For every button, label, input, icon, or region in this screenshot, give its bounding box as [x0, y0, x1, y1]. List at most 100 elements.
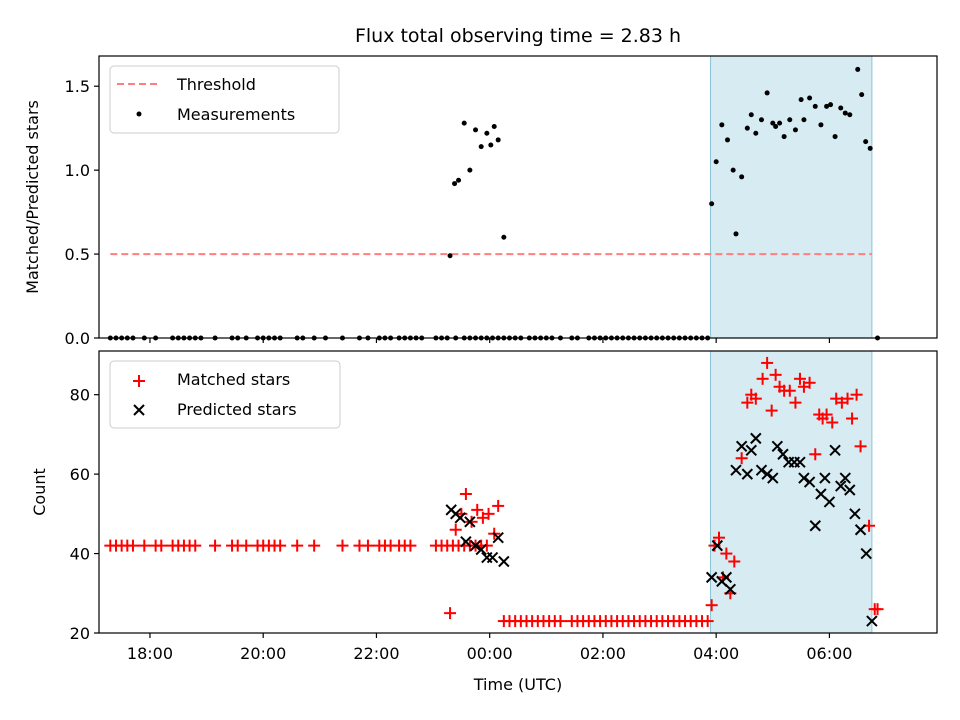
measurement-point — [807, 95, 813, 101]
predicted-star-marker — [724, 583, 737, 596]
measurement-point — [859, 92, 865, 98]
measurement-point — [478, 144, 484, 150]
measurement-point — [713, 159, 719, 165]
measurement-point — [456, 177, 462, 183]
x-tick-label: 06:00 — [806, 644, 852, 663]
bottom-legend-box — [109, 360, 341, 429]
measurement-point — [709, 201, 715, 207]
measurement-point — [828, 102, 834, 108]
measurement-point — [777, 120, 783, 126]
predicted-star-marker — [454, 512, 466, 524]
measurement-point — [501, 234, 507, 240]
measurement-point — [758, 117, 764, 123]
matched-star-marker — [841, 392, 854, 405]
measurement-point — [473, 127, 479, 133]
matched-star-marker — [701, 615, 714, 628]
matched-star-marker — [189, 539, 202, 552]
matched-star-marker — [444, 607, 457, 620]
predicted-star-marker — [860, 547, 872, 560]
predicted-star-marker — [803, 476, 816, 488]
measurement-point — [488, 142, 494, 148]
matched-star-markers — [104, 356, 884, 628]
x-tick-label: 04:00 — [693, 644, 739, 663]
matched-star-marker — [482, 507, 495, 520]
measurement-point — [725, 137, 730, 143]
x-axis-label: Time (UTC) — [473, 675, 562, 694]
predicted-star-marker — [823, 496, 836, 508]
predicted-star-marker — [755, 464, 768, 476]
bottom-y-tick-label: 60 — [70, 465, 90, 484]
matched-star-marker — [761, 356, 774, 369]
predicted-star-marker — [798, 472, 810, 484]
matched-star-marker — [850, 388, 863, 401]
measurement-point — [764, 90, 770, 96]
matched-star-marker — [274, 539, 287, 552]
predicted-star-marker — [767, 472, 779, 484]
measurement-point — [812, 103, 818, 109]
matched-star-marker — [138, 539, 151, 552]
predicted-star-marker — [866, 615, 878, 627]
measurement-point — [484, 130, 490, 136]
matched-star-marker — [793, 372, 806, 385]
bottom-y-tick-label: 40 — [70, 545, 90, 564]
x-tick-label: 02:00 — [580, 644, 626, 663]
matched-star-marker — [336, 539, 349, 552]
measurement-point — [798, 97, 804, 103]
matched-star-marker — [803, 376, 816, 389]
measurement-point — [748, 112, 754, 118]
top-y-tick-label: 0.0 — [65, 329, 90, 348]
measurement-point — [461, 120, 467, 126]
measurement-point — [842, 110, 848, 116]
measurement-point — [491, 124, 497, 129]
matched-star-marker — [240, 539, 253, 552]
predicted-star-marker — [741, 468, 754, 480]
predicted-star-marker — [809, 520, 821, 532]
matched-star-marker — [449, 523, 462, 536]
predicted-star-marker — [750, 432, 762, 445]
predicted-star-marker — [711, 539, 724, 552]
measurement-point — [838, 105, 844, 111]
matched-star-marker — [789, 396, 802, 409]
predicted-star-marker — [829, 444, 841, 457]
matched-star-marker — [846, 412, 859, 425]
matched-star-marker — [871, 603, 884, 616]
measurement-point — [773, 124, 779, 129]
measurement-point — [730, 167, 736, 173]
predicted-star-marker — [460, 535, 472, 548]
top-shaded-region — [710, 55, 873, 339]
predicted-star-marker — [475, 543, 487, 556]
matched-star-marker — [809, 448, 822, 461]
predicted-star-marker — [492, 531, 504, 544]
predicted-star-marker — [849, 508, 861, 520]
measurement-point — [824, 103, 830, 109]
matched-star-marker — [783, 384, 796, 397]
top-x-ticks — [149, 338, 831, 343]
measurements-legend-label: Measurements — [177, 105, 295, 124]
matched-star-marker — [291, 539, 304, 552]
top-plot-frame — [98, 55, 938, 339]
x-tick-label: 18:00 — [127, 644, 173, 663]
measurement-point — [733, 231, 739, 237]
top-y-tick-label: 1.5 — [65, 77, 90, 96]
top-y-axis: 0.0 0.5 1.0 1.5 — [65, 77, 99, 348]
measurement-point — [770, 120, 776, 126]
matched-star-marker — [155, 539, 168, 552]
predicted-star-marker — [794, 456, 806, 468]
measurement-point — [781, 134, 787, 140]
predicted-legend-label: Predicted stars — [177, 400, 297, 419]
matched-star-marker — [741, 396, 754, 409]
predicted-star-marker — [464, 516, 476, 528]
predicted-star-marker — [819, 472, 831, 484]
top-legend-box — [109, 65, 340, 134]
top-panel: 0.0 0.5 1.0 1.5 Matched/Predicted stars Thr… — [23, 55, 938, 348]
matched-star-marker — [361, 539, 374, 552]
matched-star-marker — [492, 499, 505, 512]
measurement-point — [801, 117, 807, 123]
measurement-point — [867, 145, 873, 151]
predicted-star-marker — [730, 464, 742, 476]
matched-star-marker — [308, 539, 321, 552]
measurement-point — [447, 253, 453, 259]
predicted-star-marker — [771, 440, 784, 453]
bottom-y-axis-label: Count — [30, 468, 49, 516]
